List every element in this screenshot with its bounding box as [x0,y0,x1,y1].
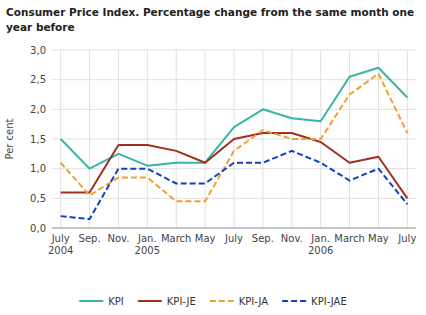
x-tick-label: Nov. [107,233,129,244]
title: Consumer Price Index. Percentage change … [6,6,414,33]
legend-swatch [138,300,162,302]
x-tick-label: July [397,233,416,244]
x-tick-label: March [334,233,364,244]
x-grid-line [262,50,263,228]
y-grid-line [52,228,416,229]
series-line [61,133,408,198]
chart: Consumer Price Index. Percentage change … [0,0,426,315]
x-tick-label: May [195,233,216,244]
x-grid-line [291,50,292,228]
x-grid-line [118,50,119,228]
x-tick-label: July2004 [48,233,73,256]
x-grid-line [407,50,408,228]
legend-label: KPI [108,296,124,307]
x-axis-line [52,228,416,229]
legend-item: KPI [79,296,124,307]
y-tick-label: 3,0 [30,45,46,56]
legend-item: KPI-JE [138,296,196,307]
x-tick-label: July [224,233,243,244]
y-tick-label: 1,5 [30,134,46,145]
lines [61,68,408,219]
series-line [61,74,408,202]
legend-label: KPI-JA [239,296,268,307]
legend-label: KPI-JE [167,296,196,307]
y-tick-label: 2,0 [30,104,46,115]
x-grid-line [147,50,148,228]
y-tick-label: 0,0 [30,223,46,234]
legend-label: KPI-JAE [311,296,347,307]
legend-swatch [210,300,234,302]
y-tick-label: 2,5 [30,74,46,85]
legend-swatch [282,300,306,302]
legend-swatch [79,300,103,302]
y-tick-label: 0,5 [30,193,46,204]
x-tick-label: Jan.2006 [308,233,333,256]
x-tick-label: March [161,233,191,244]
grid [52,50,416,228]
legend-item: KPI-JAE [282,296,347,307]
x-tick-label: Nov. [281,233,303,244]
x-tick-label: Jan.2005 [135,233,160,256]
x-tick-label: Sep. [252,233,274,244]
legend: KPI KPI-JE KPI-JA KPI-JAE [79,296,347,307]
legend-item: KPI-JA [210,296,268,307]
x-tick-label: May [368,233,389,244]
y-axis-label: Per cent [4,118,15,159]
x-grid-line [89,50,90,228]
y-tick-label: 1,0 [30,163,46,174]
series-line [61,151,408,219]
x-tick-label: Sep. [79,233,101,244]
